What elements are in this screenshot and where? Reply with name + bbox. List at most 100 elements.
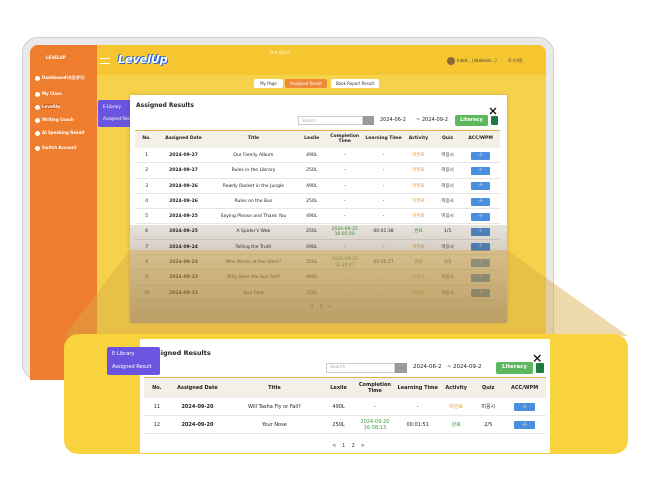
table-cell: 2024-09-20 xyxy=(170,416,226,434)
table-cell: - xyxy=(325,179,364,194)
acc-button[interactable]: -/- xyxy=(471,182,490,191)
completion-time: 2024-09-20 xyxy=(360,419,390,425)
excel-icon xyxy=(491,116,498,125)
acc-button[interactable]: -/- xyxy=(471,212,490,221)
zoom-submenu: E-Library Assigned Result xyxy=(107,347,160,375)
overlay xyxy=(130,225,507,323)
table-row xyxy=(135,179,500,194)
table-header xyxy=(135,130,500,148)
column-header: Completion Time xyxy=(358,381,391,394)
table-cell: 250L xyxy=(298,194,325,209)
table-cell: 2024-09-27 xyxy=(158,148,208,163)
app-logo: LevelUp xyxy=(118,53,168,66)
page-button[interactable]: > xyxy=(360,443,365,449)
page-button[interactable]: 2 xyxy=(351,443,355,449)
acc-button[interactable]: -/- xyxy=(471,197,490,206)
date-from[interactable]: 2024-06-2 xyxy=(380,117,406,123)
table-cell: -/- xyxy=(461,209,500,224)
menu-item[interactable]: AI Speaking Result xyxy=(42,130,85,135)
column-header: Title xyxy=(247,136,260,142)
acc-button[interactable]: -/- xyxy=(514,402,535,412)
cell-text: 5 xyxy=(145,214,149,220)
cell-text: 미완료 xyxy=(412,183,425,189)
table-cell: 2024-09-20 xyxy=(170,398,226,416)
tab[interactable]: My Page xyxy=(254,79,283,88)
cell-text: - xyxy=(382,152,385,158)
logout[interactable]: 로그아웃 xyxy=(508,58,523,63)
date-to[interactable]: 2024-09-2 xyxy=(422,117,448,123)
close-x[interactable] xyxy=(533,354,542,363)
page-button[interactable]: < xyxy=(332,443,337,449)
menu-dot xyxy=(35,131,40,136)
table-cell: Our Family Album xyxy=(209,148,298,163)
date-from[interactable]: 2024-06-2 xyxy=(413,364,442,370)
cell-text: 11 xyxy=(153,404,161,410)
submenu-item[interactable]: E-Library xyxy=(103,104,121,109)
completion-time: - xyxy=(374,404,376,410)
table-cell: 미완료 xyxy=(403,148,434,163)
acc-button[interactable]: -/- xyxy=(514,420,535,430)
cell-text: - xyxy=(382,183,385,189)
menu-icon[interactable] xyxy=(100,58,110,64)
column-header: Learning Time xyxy=(365,136,402,142)
completion-time: - xyxy=(343,168,346,174)
column-header: Lexile xyxy=(304,136,320,142)
table-cell: 미응시 xyxy=(473,398,503,416)
search-button[interactable] xyxy=(395,363,407,373)
table-cell: 미응시 xyxy=(434,148,461,163)
page-button[interactable]: 1 xyxy=(342,443,346,449)
cell-text: 490L xyxy=(332,404,345,410)
table-cell: 미완료 xyxy=(403,179,434,194)
cell-text: 490L xyxy=(306,183,318,189)
zoom-card: Assigned Results Search 2024-06-2 ~2024-09-… xyxy=(140,339,550,453)
cell-text: 2024-09-25 xyxy=(169,214,198,220)
excel-icon xyxy=(536,363,544,373)
cell-text: - xyxy=(382,214,385,220)
menu-item[interactable]: Dashboard(초등영어) xyxy=(42,75,85,80)
menu-dot xyxy=(35,105,40,110)
cell-text: 미응시 xyxy=(441,168,454,174)
menu-item[interactable]: Writing Coach xyxy=(42,117,74,122)
table-cell: - xyxy=(325,209,364,224)
menu-item[interactable]: LevelUp xyxy=(42,104,61,109)
column-header: Completion Time xyxy=(330,133,360,144)
table-cell: Saying Please and Thank You xyxy=(209,209,298,224)
column-header: ACC/WPM xyxy=(511,384,539,391)
column-header: Title xyxy=(268,384,281,391)
cell-text: 미완료 xyxy=(412,214,425,220)
cell-text: 2024-09-27 xyxy=(169,152,198,158)
column-header: Lexile xyxy=(330,384,347,391)
column-header: No. xyxy=(152,384,162,391)
cell-text: 250L xyxy=(332,422,345,428)
menu-dot xyxy=(35,76,40,81)
acc-button[interactable]: -/- xyxy=(471,151,490,160)
submenu-item[interactable]: E-Library xyxy=(112,351,135,357)
cell-text: 2024-09-27 xyxy=(169,168,198,174)
close-icon xyxy=(489,100,497,115)
table-cell: Your Nose xyxy=(225,416,323,434)
close-x[interactable] xyxy=(489,107,497,115)
literacy-button[interactable]: Literacy xyxy=(455,115,488,126)
menu-item[interactable]: My Class xyxy=(42,91,62,96)
cell-text: 2/5 xyxy=(484,422,493,428)
submenu-item[interactable]: Assigned Result xyxy=(103,116,135,121)
column-header: Quiz xyxy=(482,384,495,391)
menu-item[interactable]: Switch Account xyxy=(42,145,77,150)
table-cell: 2024-09-26 xyxy=(158,179,208,194)
date-to[interactable]: 2024-09-2 xyxy=(453,364,482,370)
table-cell: - xyxy=(325,148,364,163)
literacy-button[interactable]: Literacy xyxy=(496,362,533,374)
acc-button[interactable]: -/- xyxy=(471,166,490,175)
cell-text: Saying Please and Thank You xyxy=(220,214,287,220)
tab[interactable]: Book Report Result xyxy=(331,79,379,88)
table-cell: 미완료 xyxy=(403,194,434,209)
search-input[interactable]: Search xyxy=(298,116,363,125)
search-button[interactable] xyxy=(363,116,374,125)
cell-text: 490L xyxy=(306,214,318,220)
column-header: Assigned Date xyxy=(177,384,218,391)
search-input[interactable]: Search xyxy=(326,363,395,373)
column-header: Activity xyxy=(445,384,467,391)
submenu-item[interactable]: Assigned Result xyxy=(112,364,152,370)
table-cell: 00:01:51 xyxy=(396,416,439,434)
tab[interactable]: Assigned Result xyxy=(285,79,327,88)
